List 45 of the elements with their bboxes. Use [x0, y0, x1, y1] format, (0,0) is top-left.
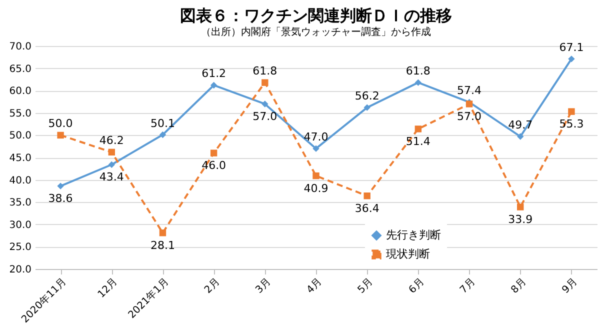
data-label: 61.8 [406, 64, 430, 78]
x-tick-label: 12月 [96, 276, 120, 300]
x-tick-label: 5月 [356, 276, 376, 296]
data-label: 55.3 [559, 118, 584, 131]
data-label: 67.1 [559, 40, 584, 54]
data-label: 33.9 [508, 213, 533, 226]
y-tick-label: 65.0 [9, 64, 32, 75]
data-label: 46.0 [202, 159, 226, 172]
y-tick-label: 60.0 [9, 86, 32, 98]
x-tick-label: 9月 [560, 276, 580, 296]
text: （出所）内閣府「景気ウォッチャー調査」から作成 [201, 26, 431, 38]
data-label: 38.6 [48, 192, 73, 206]
data-label: 57.4 [457, 84, 482, 98]
x-tick-label: 7月 [458, 276, 478, 296]
data-label: 50.1 [150, 116, 175, 130]
data-label: 40.9 [304, 182, 328, 195]
y-tick-label: 30.0 [9, 220, 32, 231]
data-label: 51.4 [406, 134, 430, 148]
y-tick-label: 70.0 [9, 42, 32, 52]
x-tick-label: 6月 [407, 276, 426, 296]
data-label: 43.4 [99, 170, 124, 184]
y-tick-label: 50.0 [9, 130, 32, 142]
data-label: 50.0 [48, 117, 73, 130]
y-tick-label: 40.0 [9, 175, 32, 186]
y-tick-label: 20.0 [9, 264, 32, 276]
y-tick-label: 25.0 [9, 242, 32, 254]
data-label: 47.0 [304, 130, 328, 144]
data-label: 61.2 [202, 67, 226, 80]
data-label: 61.8 [252, 64, 278, 78]
x-tick-label: 3月 [254, 276, 274, 296]
x-tick-label: 2月 [202, 276, 222, 296]
data-label: 36.4 [354, 202, 380, 215]
data-label: 56.2 [354, 90, 380, 103]
data-label: 57.0 [457, 110, 482, 123]
data-label: 28.1 [150, 238, 175, 252]
data-label: 57.0 [252, 110, 278, 123]
y-tick-label: 35.0 [9, 198, 32, 209]
y-tick-label: 55.0 [9, 108, 32, 120]
x-tick-label: 4月 [304, 276, 324, 296]
legend-label: 現状判断 [386, 248, 430, 260]
data-label: 46.2 [99, 134, 124, 148]
y-tick-label: 45.0 [9, 153, 32, 164]
chart-title: 図表６：ワクチン関連判断ＤＩの推移 [180, 6, 452, 25]
legend-label: 先行き判断 [386, 228, 441, 242]
x-tick-label: 8月 [509, 276, 529, 296]
